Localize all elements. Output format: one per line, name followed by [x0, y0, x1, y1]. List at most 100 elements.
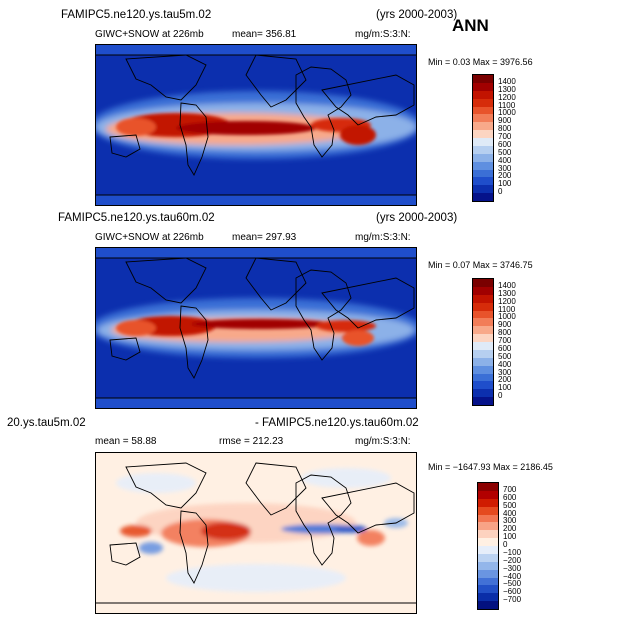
panel2-colorbar: [472, 278, 494, 406]
colorbar-tick-label: 100: [503, 532, 517, 542]
panel2-map-svg: [96, 248, 416, 408]
colorbar-swatch: [473, 373, 493, 382]
colorbar-tick-label: 400: [503, 508, 517, 518]
colorbar-swatch: [473, 130, 493, 138]
colorbar-swatch: [473, 310, 493, 319]
colorbar-swatch: [473, 286, 493, 295]
colorbar-tick-label: 500: [498, 147, 512, 157]
panel3-mean: mean = 58.88: [95, 436, 157, 447]
panel1-colorbar: [472, 74, 494, 202]
panel3-units: mg/m:S:3:N:: [355, 436, 411, 447]
colorbar-swatch: [478, 506, 498, 515]
colorbar-swatch: [473, 294, 493, 303]
panel2-mean: mean= 297.93: [232, 232, 297, 243]
panel3-rmse: rmse = 212.23: [219, 436, 284, 447]
colorbar-swatch: [478, 490, 498, 499]
colorbar-swatch: [473, 326, 493, 335]
colorbar-swatch: [473, 357, 493, 366]
colorbar-tick-label: 1000: [498, 108, 516, 118]
colorbar-swatch: [473, 161, 493, 170]
colorbar-tick-label: 300: [498, 367, 512, 377]
panel3-map-svg: [96, 453, 416, 613]
colorbar-swatch: [478, 538, 498, 546]
colorbar-swatch: [473, 381, 493, 390]
colorbar-swatch: [478, 585, 498, 594]
colorbar-tick-label: 600: [498, 139, 512, 149]
colorbar-swatch: [473, 138, 493, 146]
colorbar-tick-label: 1300: [498, 288, 516, 298]
colorbar-swatch: [473, 145, 493, 154]
colorbar-tick-label: 1400: [498, 76, 516, 86]
colorbar-swatch: [473, 122, 493, 131]
panel1-years: (yrs 2000-2003): [376, 9, 458, 21]
colorbar-tick-label: 300: [503, 516, 517, 526]
colorbar-tick-label: −700: [503, 595, 522, 605]
colorbar-tick-label: −600: [503, 587, 522, 597]
colorbar-tick-label: 1400: [498, 280, 516, 290]
colorbar-tick-label: 1000: [498, 312, 516, 322]
colorbar-tick-label: 0: [503, 540, 508, 549]
panel3-case-right: - FAMIPC5.ne120.ys.tau60m.02: [255, 417, 419, 429]
colorbar-tick-label: −300: [503, 563, 522, 573]
colorbar-swatch: [473, 185, 493, 194]
colorbar-tick-label: 1100: [498, 100, 516, 110]
colorbar-swatch: [473, 318, 493, 327]
panel2-minmax: Min = 0.07 Max = 3746.75: [428, 260, 533, 270]
panel1-field: GIWC+SNOW at 226mb: [95, 29, 204, 40]
colorbar-swatch: [473, 193, 493, 201]
colorbar-tick-label: −400: [503, 571, 522, 581]
panel2-case: FAMIPC5.ne120.ys.tau60m.02: [58, 212, 215, 224]
colorbar-swatch: [478, 530, 498, 539]
colorbar-swatch: [478, 514, 498, 523]
colorbar-swatch: [473, 106, 493, 115]
season-title: ANN: [452, 16, 489, 35]
panel3-case-left: 20.ys.tau5m.02: [7, 417, 86, 429]
colorbar-tick-label: 0: [498, 391, 503, 401]
colorbar-swatch: [473, 153, 493, 162]
colorbar-tick-label: 900: [498, 320, 512, 330]
panel2-field: GIWC+SNOW at 226mb: [95, 232, 204, 243]
panel3-minmax: Min = −1647.93 Max = 2186.45: [428, 462, 553, 472]
colorbar-swatch: [478, 593, 498, 602]
colorbar-swatch: [473, 90, 493, 99]
colorbar-tick-label: 800: [498, 124, 512, 134]
panel1-minmax: Min = 0.03 Max = 3976.56: [428, 57, 533, 67]
colorbar-tick-label: 400: [498, 155, 512, 165]
colorbar-swatch: [478, 569, 498, 578]
colorbar-swatch: [478, 522, 498, 531]
colorbar-tick-label: 800: [498, 328, 512, 338]
colorbar-swatch: [473, 177, 493, 186]
colorbar-swatch: [473, 397, 493, 405]
colorbar-swatch: [473, 365, 493, 374]
panel1-mean: mean= 356.81: [232, 29, 297, 40]
panel1-map-svg: [96, 45, 416, 205]
colorbar-tick-label: 300: [498, 163, 512, 173]
colorbar-tick-label: 900: [498, 116, 512, 126]
colorbar-tick-label: 0: [498, 187, 503, 197]
colorbar-tick-label: −500: [503, 579, 522, 589]
colorbar-swatch: [473, 98, 493, 107]
colorbar-tick-label: −200: [503, 555, 522, 565]
colorbar-tick-label: 700: [498, 336, 512, 345]
colorbar-tick-label: 200: [498, 171, 512, 181]
colorbar-tick-label: 1200: [498, 296, 516, 306]
colorbar-tick-label: 700: [503, 484, 517, 494]
panel2-units: mg/m:S:3:N:: [355, 232, 411, 243]
colorbar-tick-label: 1100: [498, 304, 516, 314]
colorbar-tick-label: 100: [498, 383, 512, 393]
colorbar-tick-label: 600: [498, 343, 512, 353]
colorbar-swatch: [473, 342, 493, 350]
panel3-map: [95, 452, 417, 614]
colorbar-tick-label: 200: [498, 375, 512, 385]
colorbar-swatch: [473, 75, 493, 83]
colorbar-tick-label: 400: [498, 359, 512, 369]
colorbar-swatch: [478, 483, 498, 491]
colorbar-swatch: [478, 577, 498, 586]
panel1-case: FAMIPC5.ne120.ys.tau5m.02: [61, 9, 212, 21]
colorbar-swatch: [478, 561, 498, 570]
colorbar-swatch: [473, 349, 493, 358]
colorbar-tick-label: 600: [503, 492, 517, 502]
colorbar-swatch: [473, 334, 493, 342]
colorbar-tick-label: 500: [503, 500, 517, 510]
colorbar-swatch: [473, 82, 493, 91]
